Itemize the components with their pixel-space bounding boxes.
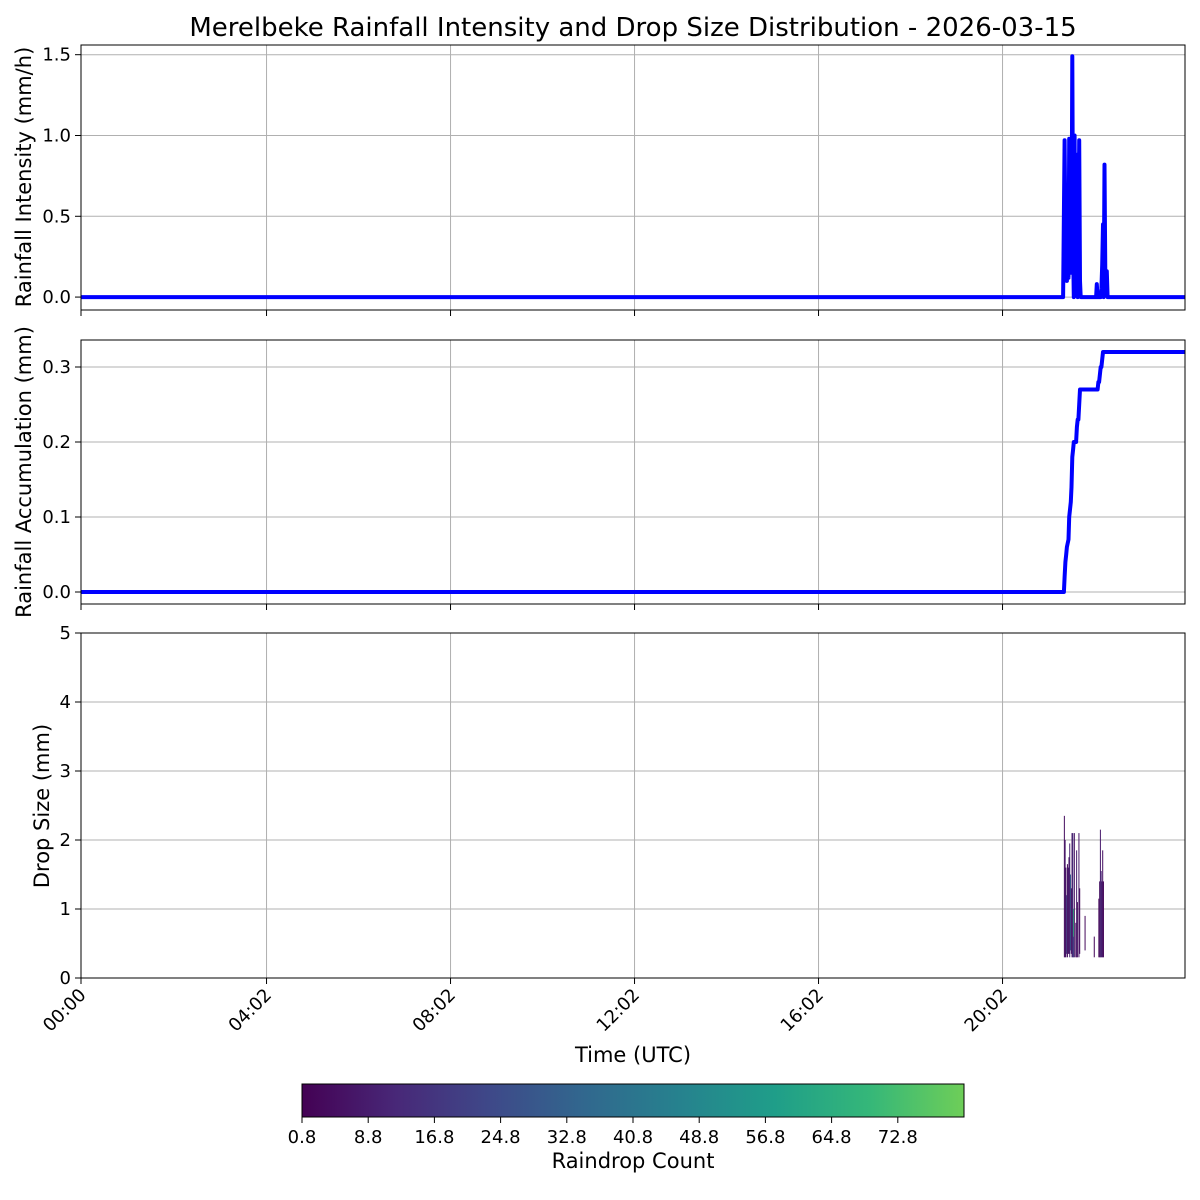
colorbar-ticks: 0.8 8.8 16.8 24.8 32.8 40.8 48.8 56.8 64.8 72.8: [288, 1117, 918, 1148]
heatmap-cell: [1070, 888, 1072, 954]
dropsize-axes-frame: [80, 632, 1186, 979]
colorbar-tick-label: 56.8: [745, 1127, 785, 1148]
accumulation-grid: [80, 340, 1185, 604]
y-tick-label: 1.5: [42, 45, 71, 66]
heatmap-cell: [1070, 874, 1071, 951]
heatmap-cell: [1073, 936, 1075, 958]
heatmap-cell: [1066, 895, 1068, 954]
colorbar-tick-label: 24.8: [481, 1127, 521, 1148]
y-tick-label: 4: [60, 692, 71, 713]
y-tick-label: 1: [60, 899, 71, 920]
heatmap-cell: [1084, 915, 1086, 951]
x-tick-label: 08:02: [409, 985, 461, 1037]
heatmap-cell: [1100, 871, 1102, 958]
dropsize-panel: 0 1 2 3 4 5 00:00 04:02 08:02 12:02 16:02 20:02 Dr…: [30, 623, 1186, 1036]
heatmap-cell: [1102, 881, 1104, 958]
accumulation-x-tick-marks: [80, 604, 1004, 610]
y-tick-label: 0.3: [42, 357, 71, 378]
x-axis-label: Time (UTC): [574, 1043, 691, 1067]
heatmap-cell: [1076, 850, 1078, 958]
heatmap-cell: [1066, 864, 1068, 958]
colorbar-gradient: [301, 1083, 965, 1118]
dropsize-heatmap: [1063, 815, 1104, 958]
colorbar-tick-label: 48.8: [679, 1127, 719, 1148]
colorbar-tick-label: 64.8: [812, 1127, 852, 1148]
accumulation-axes-frame: [80, 339, 1186, 605]
accumulation-y-label: Rainfall Accumulation (mm): [12, 326, 36, 618]
y-tick-label: 0.0: [42, 582, 71, 603]
heatmap-cell: [1099, 829, 1101, 958]
dropsize-x-axis: 00:00 04:02 08:02 12:02 16:02 20:02: [39, 978, 1012, 1036]
y-tick-label: 0.5: [42, 206, 71, 227]
accumulation-line: [81, 350, 1185, 594]
dropsize-y-label: Drop Size (mm): [30, 724, 54, 888]
heatmap-cell: [1065, 867, 1067, 958]
intensity-y-label: Rainfall Intensity (mm/h): [12, 47, 36, 308]
chart-title: Merelbeke Rainfall Intensity and Drop Si…: [189, 13, 1076, 43]
heatmap-cell: [1101, 881, 1103, 958]
y-tick-label: 0.2: [42, 432, 71, 453]
y-tick-label: 0.0: [42, 287, 71, 308]
y-tick-label: 3: [60, 761, 71, 782]
colorbar-tick-label: 0.8: [288, 1127, 317, 1148]
colorbar-tick-label: 32.8: [547, 1127, 587, 1148]
heatmap-cell: [1079, 888, 1081, 954]
heatmap-cell: [1076, 902, 1078, 958]
colorbar: 0.8 8.8 16.8 24.8 32.8 40.8 48.8 56.8 64.8 72.8 R…: [288, 1083, 965, 1173]
accumulation-y-axis: 0.0 0.1 0.2 0.3: [42, 357, 81, 603]
heatmap-cell: [1073, 909, 1075, 937]
heatmap-cell: [1067, 867, 1069, 954]
heatmap-cell: [1068, 857, 1070, 954]
heatmap-cell: [1099, 881, 1101, 958]
intensity-y-axis: 0.0 0.5 1.0 1.5: [42, 45, 81, 308]
dropsize-y-axis: 0 1 2 3 4 5: [60, 623, 81, 989]
heatmap-cell: [1078, 833, 1080, 958]
x-tick-label: 16:02: [777, 985, 829, 1037]
x-tick-label: 00:00: [39, 985, 91, 1037]
dropsize-grid: [80, 632, 1185, 979]
heatmap-cell: [1093, 936, 1095, 958]
x-tick-label: 04:02: [225, 985, 277, 1037]
intensity-grid: [80, 45, 1185, 310]
heatmap-cell: [1071, 833, 1073, 958]
heatmap-cell: [1064, 840, 1066, 958]
colorbar-tick-label: 16.8: [414, 1127, 454, 1148]
y-tick-label: 2: [60, 830, 71, 851]
y-tick-label: 5: [60, 623, 71, 644]
y-tick-label: 0.1: [42, 507, 71, 528]
intensity-panel: 0.0 0.5 1.0 1.5 Rainfall Intensity (mm/h): [12, 44, 1186, 316]
heatmap-cell: [1098, 898, 1100, 958]
colorbar-tick-label: 72.8: [878, 1127, 918, 1148]
y-tick-label: 0: [60, 968, 71, 989]
heatmap-cell: [1075, 922, 1077, 958]
intensity-line: [81, 54, 1185, 300]
colorbar-tick-label: 40.8: [613, 1127, 653, 1148]
heatmap-cell: [1063, 815, 1065, 958]
x-tick-label: 12:02: [593, 985, 645, 1037]
heatmap-cell: [1069, 843, 1071, 958]
intensity-axes-frame: [80, 44, 1186, 311]
intensity-x-tick-marks: [80, 310, 1004, 316]
colorbar-label: Raindrop Count: [552, 1149, 715, 1173]
x-tick-label: 20:02: [961, 985, 1013, 1037]
colorbar-tick-label: 8.8: [354, 1127, 383, 1148]
y-tick-label: 1.0: [42, 125, 71, 146]
heatmap-cell: [1073, 833, 1075, 958]
heatmap-cell: [1102, 850, 1104, 958]
heatmap-cell: [1072, 833, 1074, 958]
accumulation-panel: 0.0 0.1 0.2 0.3 Rainfall Accumulation (mm): [12, 326, 1186, 618]
